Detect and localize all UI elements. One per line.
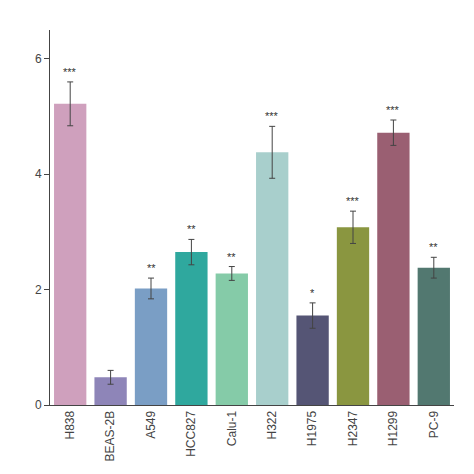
svg-text:HCC827: HCC827 <box>184 410 198 456</box>
svg-text:6: 6 <box>35 52 42 66</box>
svg-text:0: 0 <box>35 398 42 412</box>
svg-text:H838: H838 <box>63 410 77 439</box>
svg-text:H322: H322 <box>265 410 279 439</box>
svg-text:**: ** <box>147 262 156 274</box>
svg-text:**: ** <box>227 251 236 263</box>
svg-text:H2347: H2347 <box>346 410 360 446</box>
svg-text:H1299: H1299 <box>386 410 400 446</box>
svg-text:PC-9: PC-9 <box>427 410 441 438</box>
svg-text:Calu-1: Calu-1 <box>225 410 239 446</box>
svg-text:***: *** <box>265 110 279 122</box>
svg-text:2: 2 <box>35 283 42 297</box>
svg-text:A549: A549 <box>144 410 158 438</box>
svg-text:4: 4 <box>35 167 42 181</box>
svg-text:H1975: H1975 <box>306 410 320 446</box>
svg-text:***: *** <box>63 66 77 78</box>
svg-text:***: *** <box>386 104 400 116</box>
svg-text:**: ** <box>429 241 438 253</box>
svg-text:*: * <box>310 287 315 299</box>
svg-text:**: ** <box>187 223 196 235</box>
svg-text:***: *** <box>346 195 360 207</box>
svg-text:BEAS-2B: BEAS-2B <box>104 411 118 462</box>
